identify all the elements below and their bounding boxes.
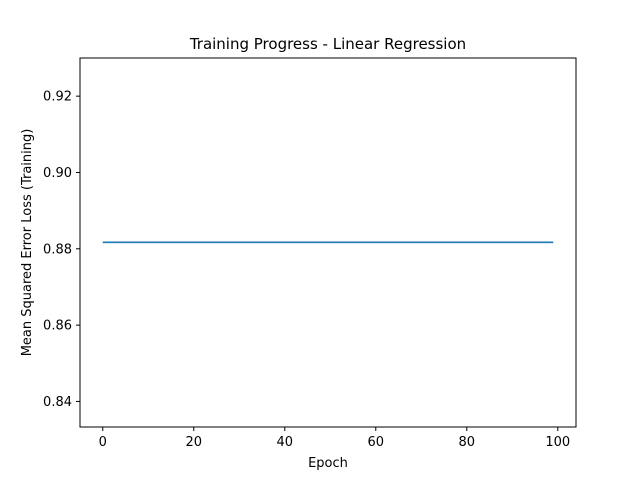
y-tick-label: 0.90 [43, 166, 72, 181]
y-tick-label: 0.88 [43, 242, 72, 257]
y-tick-label: 0.92 [43, 90, 72, 105]
chart-title: Training Progress - Linear Regression [189, 35, 466, 53]
x-tick-label: 20 [185, 435, 202, 450]
x-axis-label: Epoch [308, 456, 348, 471]
y-tick-label: 0.86 [43, 319, 72, 334]
y-axis: 0.84 0.86 0.88 0.90 0.92 [43, 90, 80, 410]
plot-frame [79, 57, 577, 428]
x-tick-label: 60 [368, 435, 385, 450]
x-axis: 0 20 40 60 80 100 [99, 427, 570, 450]
y-tick-label: 0.84 [43, 395, 72, 410]
x-tick-label: 80 [459, 435, 476, 450]
y-axis-label: Mean Squared Error Loss (Training) [20, 129, 35, 357]
x-tick-label: 100 [545, 435, 570, 450]
x-tick-label: 40 [276, 435, 293, 450]
x-tick-label: 0 [99, 435, 107, 450]
